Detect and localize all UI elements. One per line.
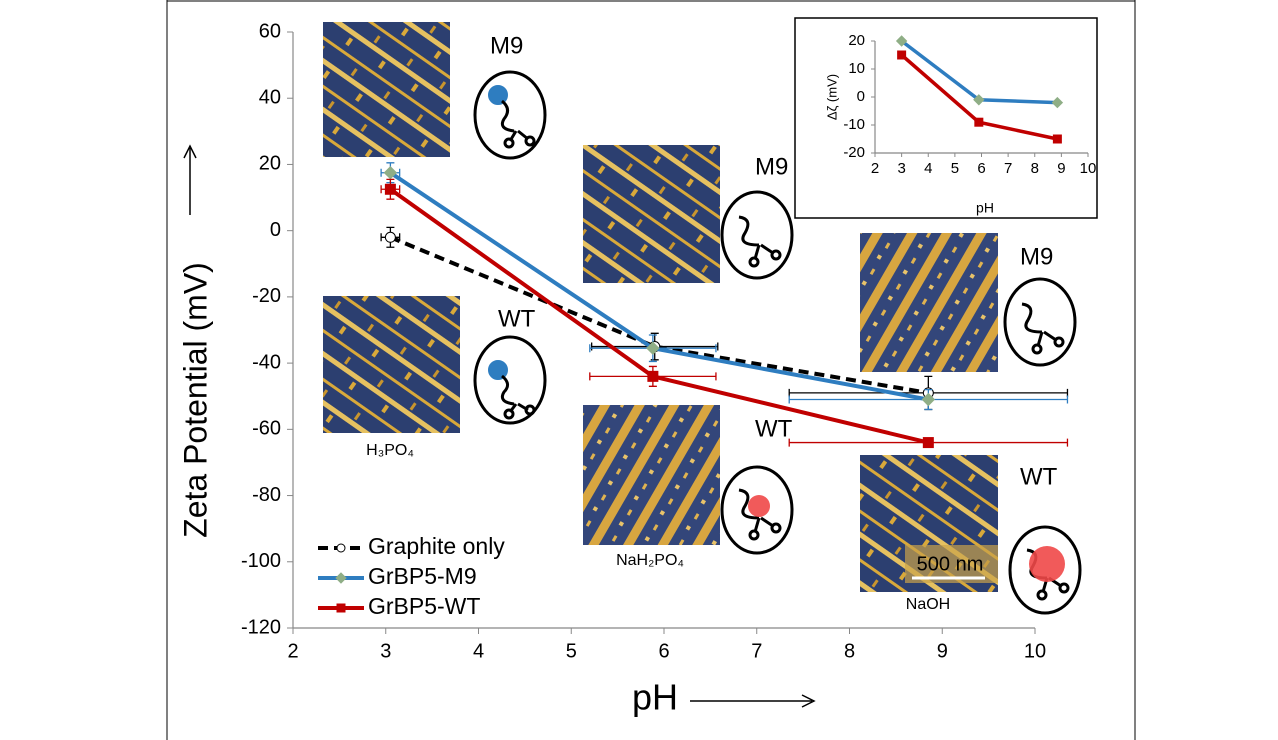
plot: -20 -10 0 10 20 2 3 4 5 6 7 8 9 10 Δζ (mV) pH [824,32,1096,216]
y-tick-label: 60 [259,20,281,42]
marker [897,50,907,60]
annotation: M9 [490,32,523,59]
y-tick-label: 0 [857,88,865,105]
y-tick-label: 20 [848,32,865,49]
marker [922,437,934,449]
x-tick-label: 8 [1031,160,1039,177]
afm-images [323,22,998,592]
legend-marker [335,572,347,584]
axis-arrow-head [183,144,197,159]
annotation: WT [1020,463,1058,490]
x-tick-label: 6 [977,160,985,177]
annotation: M9 [755,153,788,180]
annotation: WT [755,415,793,442]
y-tick-label: -10 [843,116,865,133]
y-tick-label: -80 [252,484,281,506]
x-tick-label: 10 [1080,160,1097,177]
y-tick-label: 40 [259,87,281,109]
marker [973,94,985,106]
annotation: WT [498,305,536,332]
icon [473,70,547,160]
marker [647,370,659,382]
x-tick-label: 9 [1057,160,1065,177]
marker [1051,96,1064,109]
afm-image [323,296,460,433]
annotation: NaOH [906,596,950,613]
marker [974,117,984,127]
axis-arrow-head [801,694,816,708]
marker [921,392,936,407]
y-tick-label: 20 [259,153,281,175]
legend-label: GrBP5-WT [368,593,480,619]
x-tick-label: 8 [844,640,855,662]
marker [1052,134,1062,144]
x-axis-title: pH [976,200,994,216]
x-tick-label: 5 [951,160,959,177]
y-tick-label: -20 [843,144,865,161]
x-tick-label: 2 [287,640,298,662]
legend-label: GrBP5-M9 [368,563,477,589]
marker [384,183,396,195]
icon [720,465,794,555]
molecule-icons [473,70,1082,615]
annotation: H₃PO₄ [366,442,414,459]
x-tick-label: 10 [1024,640,1046,662]
afm-image [583,405,720,545]
icon [1003,277,1077,367]
annotation: 500 nm [917,553,984,575]
y-axis-title: Δζ (mV) [824,74,839,120]
y-tick-label: -100 [241,550,281,572]
x-axis-title: pH [632,677,678,718]
x-tick-label: 7 [1004,160,1012,177]
legend-marker [336,543,346,553]
y-tick-label: -120 [241,616,281,638]
y-tick-label: 0 [270,219,281,241]
afm-image [583,145,720,283]
legend-marker [336,603,346,613]
marker [384,231,396,243]
y-axis-title: Zeta Potential (mV) [177,262,213,538]
x-tick-label: 2 [871,160,879,177]
annotation: M9 [1020,243,1053,270]
icon [1008,525,1082,615]
icon [473,335,547,425]
marker [646,341,660,355]
y-tick-label: -40 [252,351,281,373]
x-tick-label: 4 [924,160,932,177]
series-line [389,235,929,395]
y-tick-label: 10 [848,60,865,77]
y-tick-label: -60 [252,418,281,440]
annotation: NaH₂PO₄ [616,552,684,569]
x-tick-label: 9 [937,640,948,662]
icon [720,190,794,280]
afm-image [323,22,450,157]
x-tick-label: 5 [566,640,577,662]
inset-frame [794,17,1098,219]
x-tick-label: 3 [897,160,905,177]
x-tick-label: 7 [751,640,762,662]
marker [895,35,908,47]
x-tick-label: 6 [658,640,669,662]
y-tick-label: -20 [252,285,281,307]
afm-image [860,233,998,372]
legend-label: Graphite only [368,533,505,559]
x-tick-label: 4 [473,640,484,662]
x-tick-label: 3 [380,640,391,662]
